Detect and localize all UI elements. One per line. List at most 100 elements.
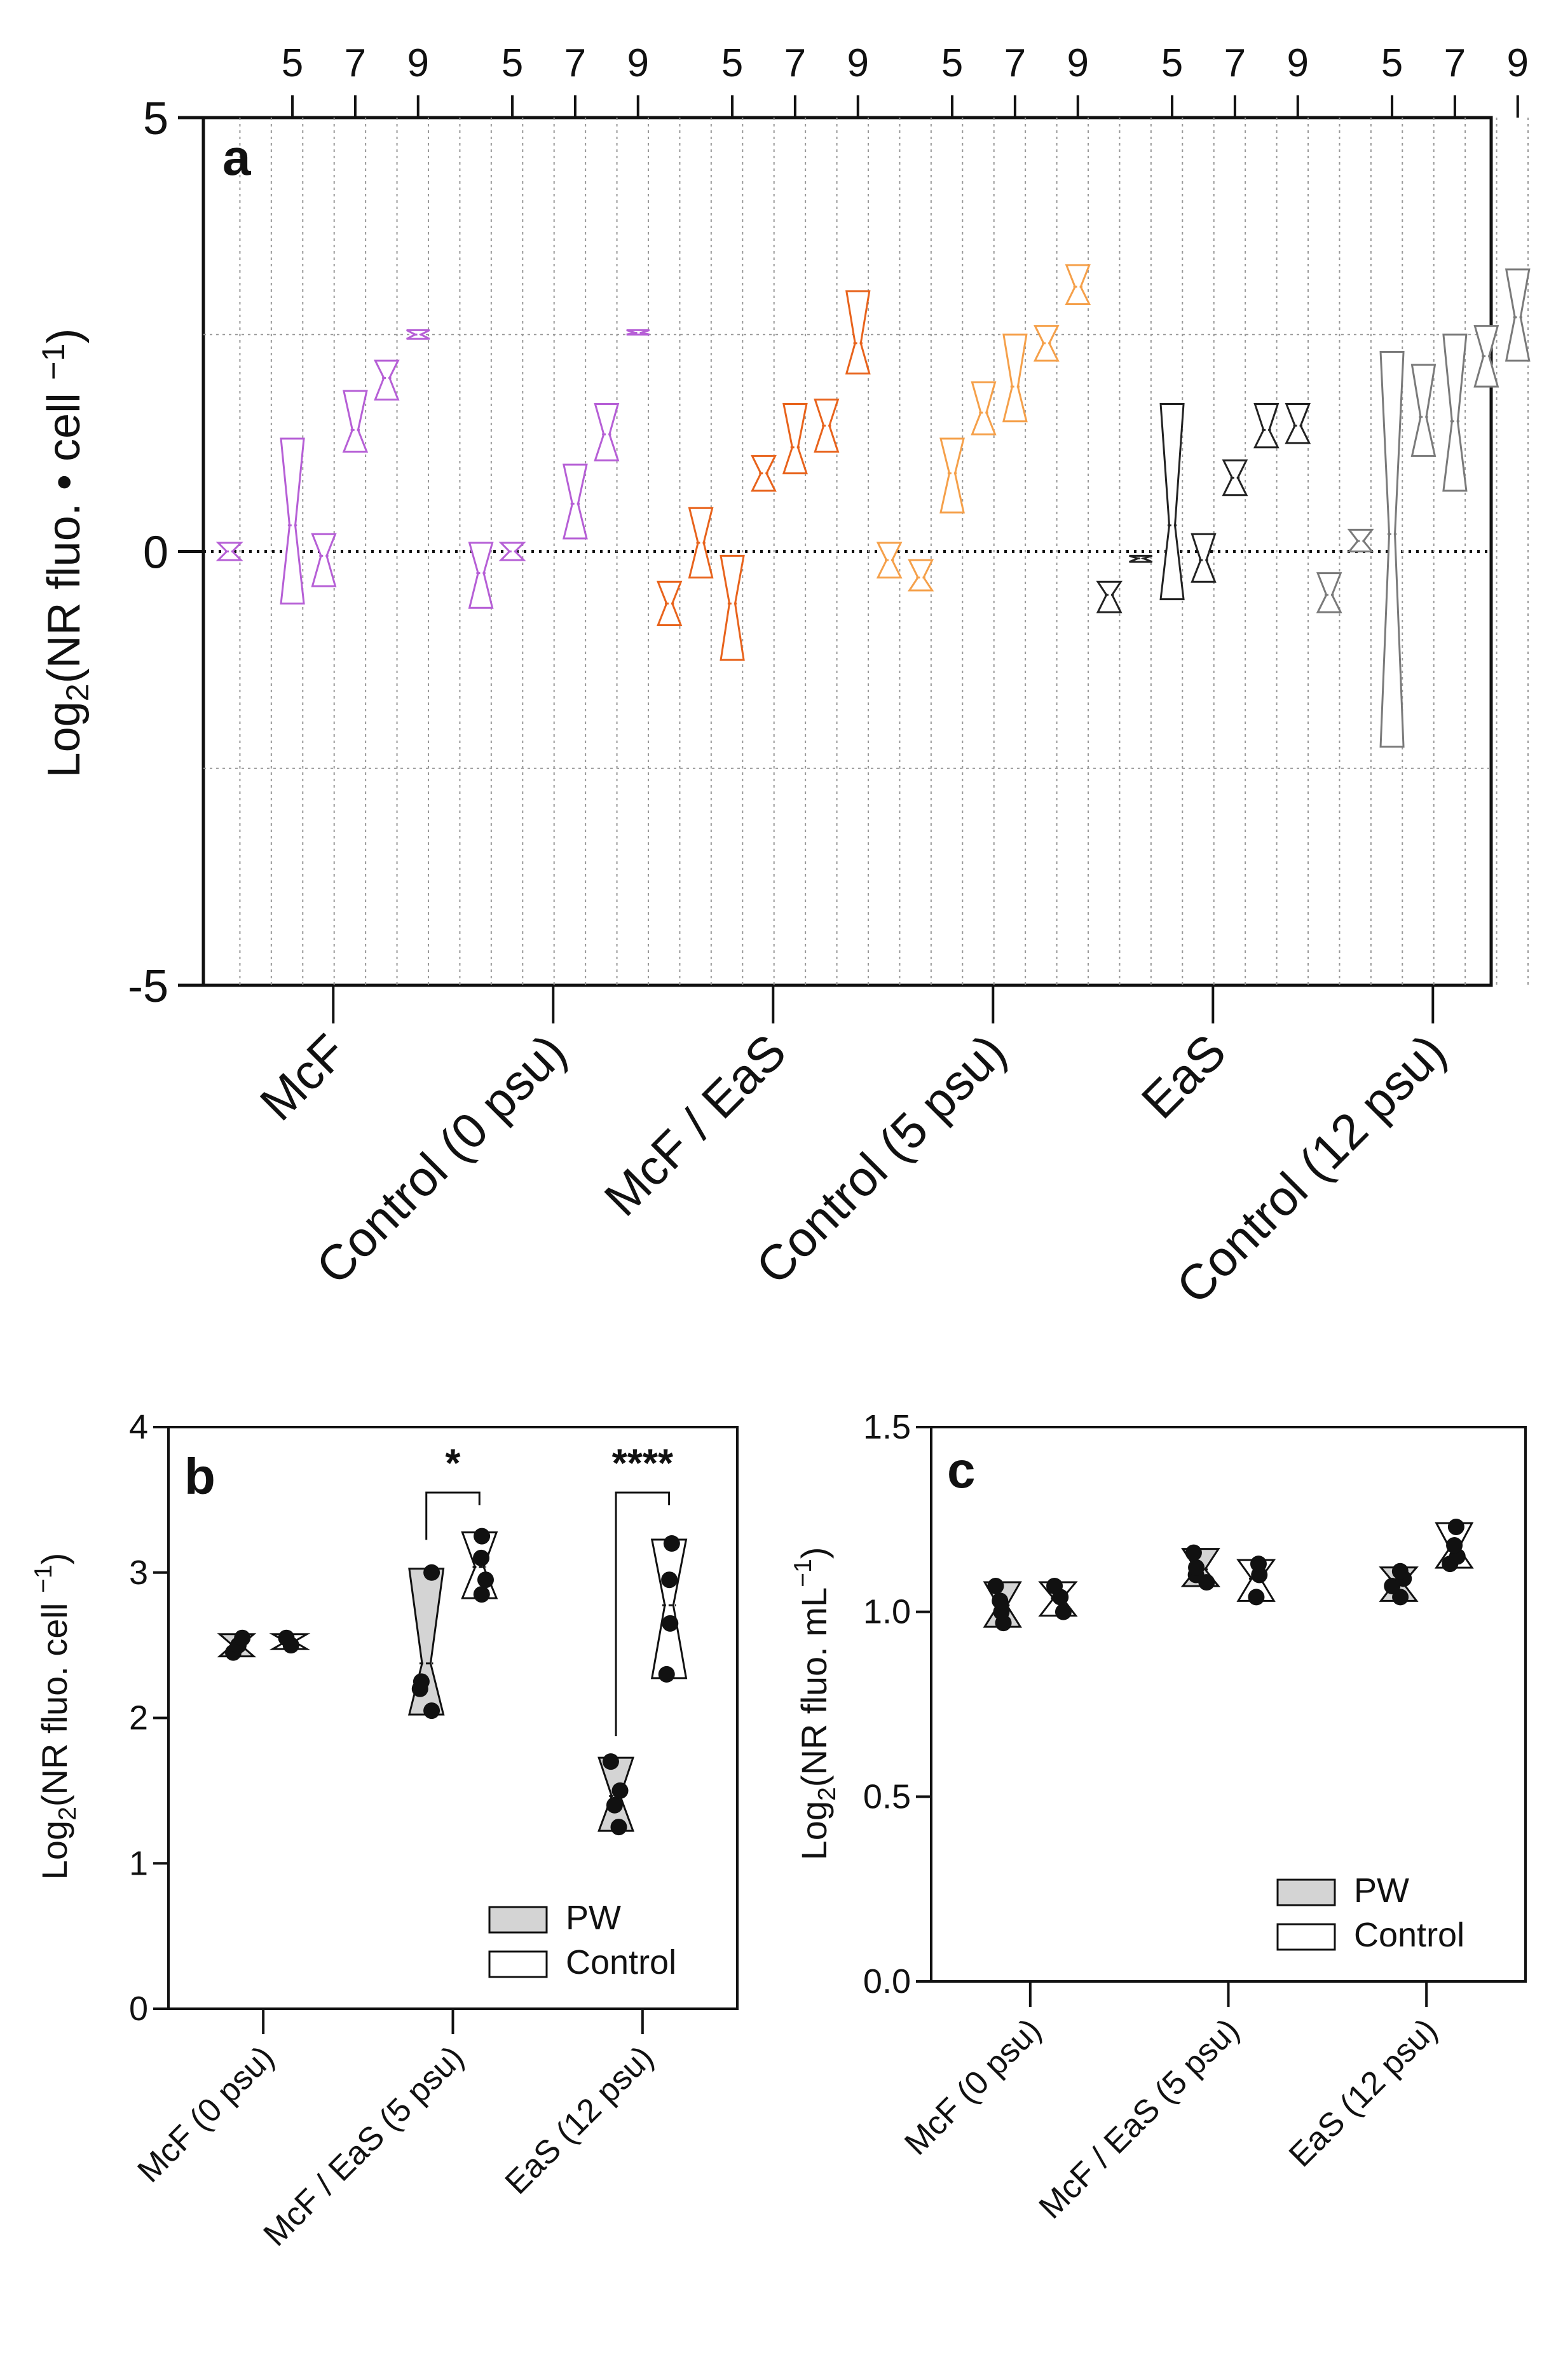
data-point xyxy=(1188,1559,1205,1576)
data-point xyxy=(612,1782,629,1799)
violin-2-day6 xyxy=(752,456,775,491)
ylabel-subscript: 2 xyxy=(59,683,95,701)
top-tick-label: 5 xyxy=(721,41,743,85)
panel-a-violins xyxy=(218,265,1529,747)
violin-2-day9 xyxy=(847,291,870,374)
top-tick-label: 5 xyxy=(1161,41,1183,85)
data-point xyxy=(610,1819,627,1835)
y-tick-label: 1.0 xyxy=(863,1593,911,1631)
top-tick-label: 7 xyxy=(1444,41,1466,85)
y-tick-label: -5 xyxy=(128,961,168,1012)
violin-4-day7 xyxy=(1224,460,1246,495)
panel-a-top-axis: 579579579579579579 xyxy=(282,41,1529,118)
data-point xyxy=(987,1578,1004,1594)
data-point xyxy=(413,1673,430,1690)
violin-3-day8 xyxy=(1035,326,1058,361)
data-point xyxy=(423,1702,440,1719)
data-point xyxy=(1250,1556,1267,1572)
data-point xyxy=(1055,1604,1072,1620)
significance-bracket xyxy=(616,1493,669,1736)
legend-swatch-Control xyxy=(489,1952,547,1977)
data-point xyxy=(1046,1578,1063,1594)
top-tick-label: 7 xyxy=(784,41,806,85)
panel-c-violins xyxy=(985,1519,1472,1631)
top-tick-label: 7 xyxy=(345,41,366,85)
ylabel-part: ) xyxy=(794,1547,834,1559)
violin-1-day9 xyxy=(627,330,650,334)
data-point xyxy=(1248,1589,1264,1605)
top-tick-label: 9 xyxy=(407,41,429,85)
violin-5-day4 xyxy=(1349,530,1372,551)
ylabel-superscript: −1 xyxy=(35,344,71,380)
panel-b-significance: * **** xyxy=(427,1442,674,1736)
data-point xyxy=(474,1528,490,1545)
legend-swatch-PW xyxy=(1278,1880,1335,1905)
violin-1-day5 xyxy=(501,543,524,560)
top-tick-label: 9 xyxy=(627,41,649,85)
data-point xyxy=(423,1564,440,1581)
data-point xyxy=(474,1586,490,1603)
violin-4-day9 xyxy=(1287,404,1309,442)
panel-b-label: b xyxy=(184,1448,215,1505)
data-point xyxy=(1185,1545,1202,1561)
violin-3-day6 xyxy=(972,382,995,434)
panel-a-y-axis-label: Log2(NR fluo. • cell −1) xyxy=(35,329,95,778)
category-label-0: McF (0 psu) xyxy=(898,2011,1048,2162)
top-tick-label: 9 xyxy=(847,41,869,85)
violin-4-day6 xyxy=(1192,534,1215,582)
legend-swatch-Control xyxy=(1278,1924,1335,1950)
ylabel-part: (NR fluo. mL xyxy=(794,1587,834,1787)
top-tick-label: 5 xyxy=(1381,41,1403,85)
category-label-2: EaS (12 psu) xyxy=(1282,2011,1445,2174)
category-label-0: McF xyxy=(249,1023,357,1131)
violin-3-day4 xyxy=(910,560,932,591)
data-point xyxy=(473,1550,489,1566)
ylabel-subscript: 2 xyxy=(814,1787,841,1801)
y-tick-label: 1.5 xyxy=(863,1408,911,1446)
ylabel-part: (NR fluo. • cell xyxy=(39,380,90,683)
top-tick-label: 9 xyxy=(1067,41,1089,85)
panel-a-category-labels: McFControl (0 psu) McF / EaSControl (5 ps… xyxy=(249,1023,1456,1315)
violin-0-day5 xyxy=(281,439,304,603)
violin-5-day5 xyxy=(1381,352,1403,747)
y-tick-label: 0.5 xyxy=(863,1777,911,1816)
violin-5-day3 xyxy=(1318,573,1341,612)
violin-4-day5 xyxy=(1161,404,1184,599)
category-label-0: McF (0 psu) xyxy=(131,2039,282,2189)
ylabel-part: Log xyxy=(794,1801,834,1860)
category-label-1: McF / EaS (5 psu) xyxy=(1032,2011,1246,2226)
category-label-2: McF / EaS xyxy=(594,1023,797,1227)
violin-1-day8 xyxy=(595,404,618,460)
data-point xyxy=(234,1630,250,1646)
violin-2-day8 xyxy=(815,400,838,452)
violin-2-day7 xyxy=(784,404,807,473)
violin-4-day3 xyxy=(1098,582,1121,612)
data-point xyxy=(664,1535,680,1552)
violin-2-day3 xyxy=(658,582,681,625)
y-tick-label: 0 xyxy=(129,1990,148,2028)
data-point xyxy=(606,1797,623,1814)
violin-2-day4 xyxy=(690,508,713,577)
violin-0-day6 xyxy=(312,534,335,586)
y-tick-label: 5 xyxy=(143,93,168,144)
top-tick-label: 5 xyxy=(502,41,523,85)
y-tick-label: 3 xyxy=(129,1554,148,1592)
panel-a-gridlines xyxy=(203,118,1528,1023)
panel-b-legend: PWControl xyxy=(489,1899,676,1981)
violin-3-day5 xyxy=(941,439,964,512)
violin-5-day9 xyxy=(1506,270,1529,360)
violin-1-day4 xyxy=(470,543,493,608)
panel-a-label: a xyxy=(222,129,251,186)
panel-b-category-labels: McF (0 psu)McF / EaS (5 psu) EaS (12 psu) xyxy=(131,2009,661,2253)
top-tick-label: 7 xyxy=(1004,41,1026,85)
ylabel-superscript: −1 xyxy=(789,1559,817,1587)
violin-1-day7 xyxy=(564,465,587,538)
figure: 579579579579579579 50-5 McFControl (0 ps… xyxy=(0,0,1563,2380)
data-point xyxy=(477,1571,494,1588)
legend-label-Control: Control xyxy=(566,1943,676,1981)
violin-3-day3 xyxy=(878,543,901,578)
panel-a: 579579579579579579 50-5 McFControl (0 ps… xyxy=(35,41,1529,1314)
panel-b: 43210 * **** McF (0 psu)McF / EaS (5 psu)… xyxy=(30,1408,737,2253)
violin-5-day8 xyxy=(1475,326,1498,387)
violin-5-day7 xyxy=(1444,334,1466,491)
